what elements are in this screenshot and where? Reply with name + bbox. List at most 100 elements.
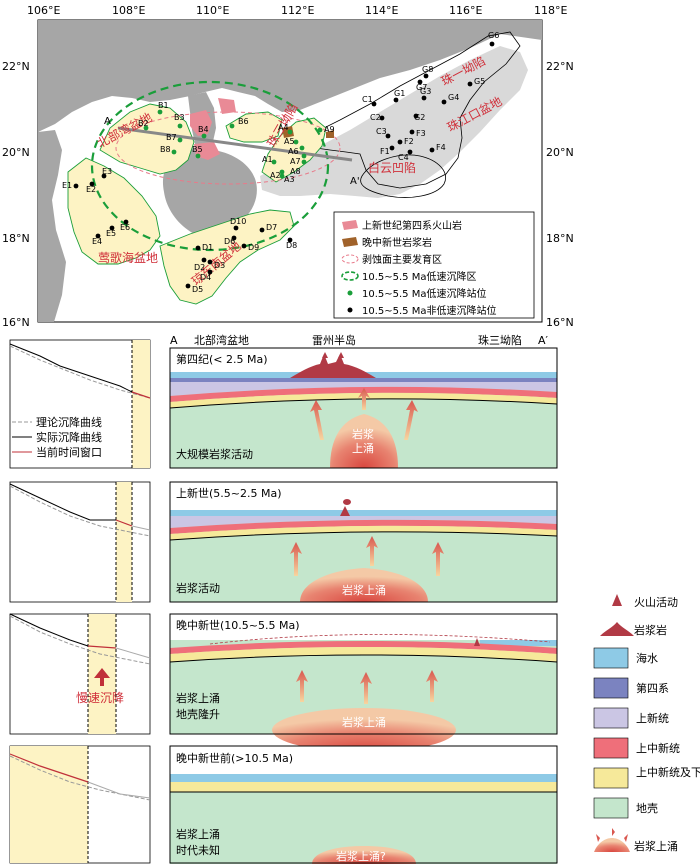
actual-curve xyxy=(9,343,133,393)
lat-label: 18°N xyxy=(2,232,30,245)
eroded-surface xyxy=(209,634,551,645)
upwelling-arrow-icon xyxy=(296,670,308,702)
air xyxy=(170,746,557,774)
panel-frame xyxy=(169,347,558,469)
profile-label-a: A xyxy=(104,116,111,127)
legend-text: 上中新统 xyxy=(636,741,680,755)
actual-curve xyxy=(9,483,116,521)
slow-subsidence-area xyxy=(90,80,330,252)
section-top-label: 北部湾盆地 xyxy=(194,333,249,347)
volcanic-patch-2 xyxy=(194,142,220,160)
land-hainan xyxy=(162,148,257,236)
upwelling-arrow-icon xyxy=(358,388,370,410)
panel-title: 第四纪(< 2.5 Ma) xyxy=(176,352,268,366)
subsidence-frame xyxy=(9,339,151,469)
theoretical-curve xyxy=(9,485,151,537)
station-marker xyxy=(389,145,395,151)
station-marker xyxy=(371,101,377,107)
station-label: F1 xyxy=(380,147,390,156)
station-label: C3 xyxy=(376,127,387,136)
station-label: E3 xyxy=(102,167,112,176)
station-label: D2 xyxy=(194,263,205,272)
lat-label: 22°N xyxy=(546,60,574,73)
station-label: A4 xyxy=(278,123,289,132)
panel-frame xyxy=(169,481,558,603)
swatch-quaternary xyxy=(593,677,629,699)
panel-title: 上新世(5.5~2.5 Ma) xyxy=(176,486,282,500)
basin-beibu xyxy=(99,103,195,175)
current-window-curve xyxy=(87,645,117,649)
legend-text: 第四系 xyxy=(636,681,669,695)
land-mainland xyxy=(38,20,542,132)
station-marker xyxy=(201,257,207,263)
station-marker xyxy=(177,137,183,143)
station-marker xyxy=(293,139,299,145)
legend-text: 火山活动 xyxy=(634,596,678,609)
station-label: B4 xyxy=(198,125,209,134)
station-marker xyxy=(413,113,419,119)
pliocene-layer xyxy=(170,516,557,528)
air xyxy=(170,348,557,372)
station-label: B2 xyxy=(138,119,149,128)
legend-text: 10.5~5.5 Ma非低速沉降站位 xyxy=(362,304,496,317)
volcano-icon xyxy=(474,638,480,646)
legend-magmatic-swatch xyxy=(342,237,358,247)
station-marker xyxy=(467,81,473,87)
station-label: G2 xyxy=(414,113,425,122)
station-marker xyxy=(385,133,391,139)
lat-label: 20°N xyxy=(2,146,30,159)
map-legend: 上新世纪第四系火山岩 晚中新世岩浆岩 剥蚀面主要发育区 10.5~5.5 Ma低… xyxy=(333,211,535,319)
basin-zhusan xyxy=(261,117,327,183)
panel-desc: 时代未知 xyxy=(176,843,220,857)
section-panel-pre-late-miocene: 晚中新世前(>10.5 Ma) 岩浆上涌 时代未知 岩浆上涌? xyxy=(169,745,558,864)
swatch-pliocene xyxy=(593,707,629,729)
magma-label: 岩浆上涌? xyxy=(336,849,386,863)
station-marker xyxy=(101,173,107,179)
legend-text: 上新统 xyxy=(636,711,669,725)
volcano-icon xyxy=(338,352,344,358)
magma-body xyxy=(300,568,428,602)
legend-text: 上新世纪第四系火山岩 xyxy=(362,219,462,232)
magma-body xyxy=(312,846,416,864)
legend-slow-area-swatch xyxy=(341,271,359,281)
subsidence-panel-1: 理论沉降曲线 实际沉降曲线 当前时间窗口 xyxy=(9,339,151,469)
legend-text: 地壳 xyxy=(636,801,658,815)
lat-label: 18°N xyxy=(546,232,574,245)
basement-line xyxy=(169,531,558,541)
station-marker xyxy=(301,159,307,165)
station-marker xyxy=(489,41,495,47)
magma-label: 上涌 xyxy=(352,442,374,455)
station-label: A7 xyxy=(290,157,301,166)
lon-label: 110°E xyxy=(196,4,229,17)
upwelling-arrow-icon xyxy=(432,542,444,576)
future-curve xyxy=(87,781,151,799)
station-marker xyxy=(201,133,207,139)
basement-line xyxy=(169,654,558,663)
section-a-prime-label: A′ xyxy=(538,334,549,347)
station-label: G3 xyxy=(420,87,431,96)
section-a-label: A xyxy=(170,334,178,347)
lat-label: 20°N xyxy=(546,146,574,159)
label-baiyun: 白云凹陷 xyxy=(368,160,416,175)
station-marker xyxy=(89,181,95,187)
lon-label: 108°E xyxy=(112,4,145,17)
label-yinggehai: 莺歌海盆地 xyxy=(98,250,158,265)
theoretical-curve xyxy=(9,755,151,801)
station-label: E4 xyxy=(92,237,102,246)
section-top-label: 雷州半岛 xyxy=(312,333,356,347)
legend-text: 岩浆上涌 xyxy=(634,839,678,853)
lower-layer xyxy=(170,392,557,408)
land-vietnam xyxy=(38,130,66,322)
station-label: D3 xyxy=(214,261,225,270)
section-panel-pliocene: 上新世(5.5~2.5 Ma) 岩浆活动 岩浆上涌 xyxy=(169,481,558,603)
slow-subsidence-arrow-icon xyxy=(94,668,110,686)
air xyxy=(170,614,557,640)
lon-label: 118°E xyxy=(534,4,567,17)
future-curve xyxy=(115,647,151,659)
legend-text: 剥蚀面主要发育区 xyxy=(362,253,442,266)
station-label: E1 xyxy=(62,181,72,190)
legend-green-dot xyxy=(347,290,353,296)
profile-label-a-prime: A' xyxy=(350,176,360,187)
legend-text: 上中新统及下伏地层 xyxy=(636,765,700,779)
station-label: C2 xyxy=(370,113,381,122)
